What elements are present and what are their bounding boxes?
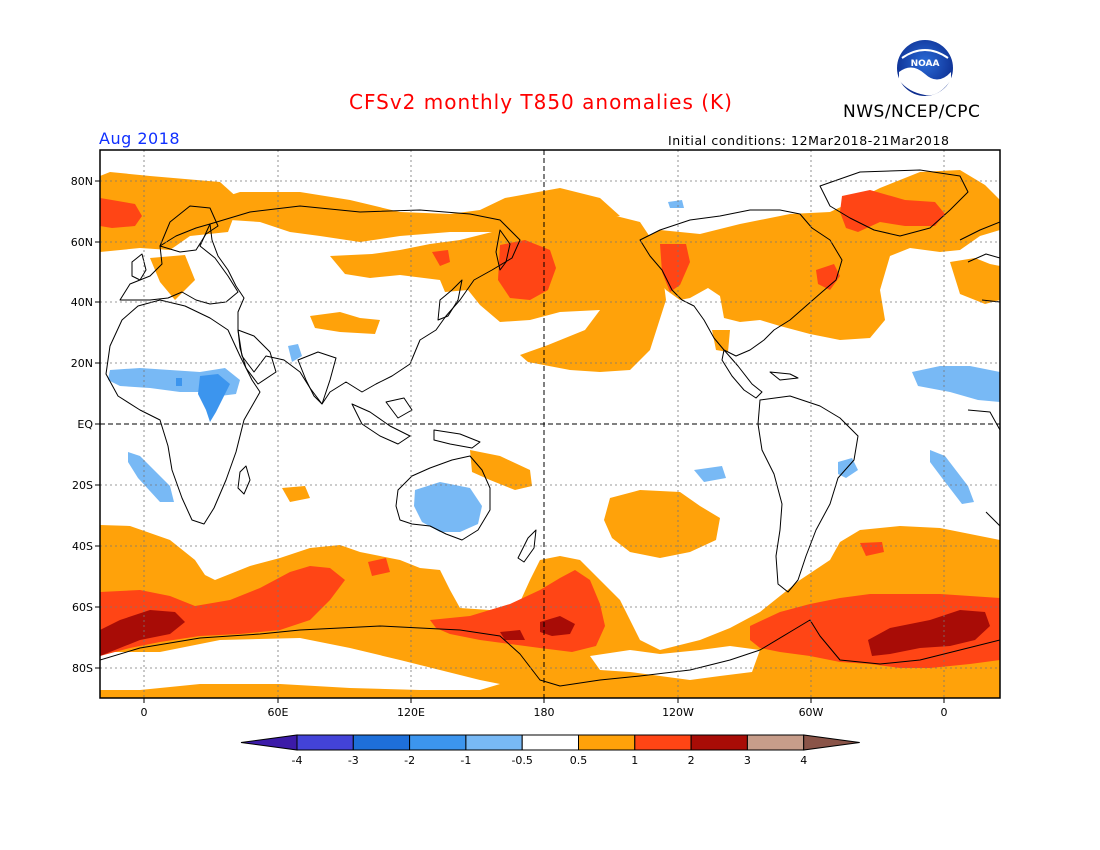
lon-label: 60E xyxy=(268,706,289,719)
agency-label: NWS/NCEP/CPC xyxy=(843,102,981,122)
colorbar-segment xyxy=(690,734,748,751)
noaa-logo: NOAA xyxy=(895,38,955,98)
coastlines xyxy=(100,169,1000,687)
colorbar-segment xyxy=(352,734,411,751)
colorbar-label: -2 xyxy=(404,754,415,767)
lat-label: 40N xyxy=(71,296,93,309)
anomaly-fill-neg1-neg2 xyxy=(176,374,230,422)
reference-lines xyxy=(100,150,1000,698)
svg-text:NOAA: NOAA xyxy=(911,59,940,69)
lat-label: 20N xyxy=(71,357,93,370)
lon-label: 120W xyxy=(662,706,694,719)
colorbar: -4 -3 -2 -1 -0.5 0.5 1 2 3 4 xyxy=(240,734,860,767)
colorbar-segment xyxy=(296,734,354,751)
lon-label: 0 xyxy=(941,706,948,719)
map-area xyxy=(100,150,1000,698)
lon-label: 60W xyxy=(799,706,824,719)
colorbar-arrow-high xyxy=(803,734,860,751)
colorbar-label: -3 xyxy=(348,754,359,767)
anomaly-fill-neg0.5-neg1 xyxy=(108,200,1000,532)
lat-label: 80N xyxy=(71,175,93,188)
lat-label: 60S xyxy=(72,601,93,614)
longitude-labels: 0 60E 120E 180 120W 60W 0 xyxy=(141,706,948,719)
forecast-month: Aug 2018 xyxy=(99,129,181,148)
colorbar-segment xyxy=(521,734,580,751)
colorbar-label: -1 xyxy=(460,754,471,767)
colorbar-segment xyxy=(409,734,467,751)
lat-label: 20S xyxy=(72,479,93,492)
lon-label: 120E xyxy=(397,706,425,719)
colorbar-label: 4 xyxy=(800,754,807,767)
colorbar-label: 1 xyxy=(631,754,638,767)
lat-label: 80S xyxy=(72,662,93,675)
colorbar-segment xyxy=(746,734,805,751)
colorbar-label: -0.5 xyxy=(511,754,532,767)
graticule xyxy=(100,150,1000,698)
lat-label: 40S xyxy=(72,540,93,553)
colorbar-label: -4 xyxy=(292,754,303,767)
colorbar-segment xyxy=(578,734,636,751)
axis-ticks xyxy=(95,180,945,703)
colorbar-label: 2 xyxy=(688,754,695,767)
colorbar-arrow-low xyxy=(240,734,298,751)
lat-label: EQ xyxy=(77,418,93,431)
colorbar-label: 3 xyxy=(744,754,751,767)
anomaly-fill-2-3 xyxy=(100,610,990,656)
latitude-labels: 80N 60N 40N 20N EQ 20S 40S 60S 80S xyxy=(71,175,94,675)
anomaly-fill-neutral xyxy=(100,638,760,690)
lon-label: 180 xyxy=(534,706,555,719)
colorbar-label: 0.5 xyxy=(570,754,588,767)
initial-conditions: Initial conditions: 12Mar2018-21Mar2018 xyxy=(668,133,950,148)
lat-label: 60N xyxy=(71,236,93,249)
map-title: CFSv2 monthly T850 anomalies (K) xyxy=(349,90,733,114)
colorbar-segment xyxy=(465,734,523,751)
lon-label: 0 xyxy=(141,706,148,719)
colorbar-segment xyxy=(634,734,692,751)
